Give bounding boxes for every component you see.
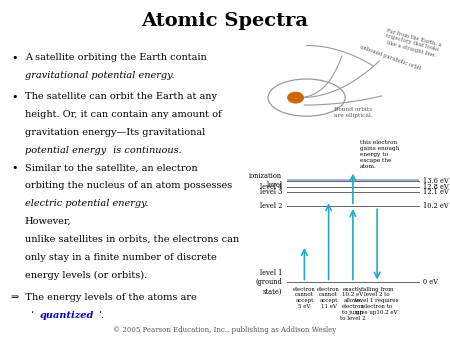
Text: ionization
level: ionization level [249, 172, 282, 190]
Text: gravitational potential energy.: gravitational potential energy. [25, 71, 174, 80]
Text: quantized: quantized [40, 311, 94, 320]
Text: electric potential energy.: electric potential energy. [25, 199, 148, 208]
Text: level 3: level 3 [260, 188, 282, 196]
Text: 12.8 eV: 12.8 eV [423, 183, 449, 191]
Text: exactly
10.2 eV
allows
electron
to jump
to level 2: exactly 10.2 eV allows electron to jump … [340, 287, 366, 320]
Text: only stay in a finite number of discrete: only stay in a finite number of discrete [25, 253, 216, 262]
Text: •: • [11, 53, 18, 64]
Text: A satellite orbiting the Earth contain: A satellite orbiting the Earth contain [25, 53, 207, 63]
Text: is continuous.: is continuous. [110, 146, 182, 154]
Text: The satellite can orbit the Earth at any: The satellite can orbit the Earth at any [25, 92, 217, 101]
Circle shape [288, 92, 303, 103]
Text: © 2005 Pearson Education, Inc., publishing as Addison Wesley: © 2005 Pearson Education, Inc., publishi… [113, 326, 337, 334]
Text: electron
cannot
accept
11 eV: electron cannot accept 11 eV [317, 287, 340, 309]
Text: Similar to the satellite, an electron: Similar to the satellite, an electron [25, 164, 198, 172]
Text: Atomic Spectra: Atomic Spectra [141, 12, 309, 30]
Text: However,: However, [25, 217, 72, 226]
Text: unbound parabolic orbit: unbound parabolic orbit [359, 44, 422, 71]
Text: 0 eV: 0 eV [423, 279, 438, 287]
Text: level 1
(ground
state): level 1 (ground state) [256, 269, 282, 296]
Text: ’.: ’. [98, 311, 104, 320]
Text: height. Or, it can contain any amount of: height. Or, it can contain any amount of [25, 110, 221, 119]
Text: unlike satellites in orbits, the electrons can: unlike satellites in orbits, the electro… [25, 235, 239, 244]
FancyBboxPatch shape [287, 179, 419, 183]
Text: level 2: level 2 [260, 202, 282, 210]
Text: falling from
level 2 to
level 1 requires
electron to
give up10.2 eV: falling from level 2 to level 1 requires… [356, 287, 399, 315]
Text: energy levels (or orbits).: energy levels (or orbits). [25, 270, 147, 280]
Text: •: • [11, 164, 18, 173]
Text: orbiting the nucleus of an atom possesses: orbiting the nucleus of an atom possesse… [25, 181, 232, 190]
Text: gravitation energy—Its gravitational: gravitation energy—Its gravitational [25, 128, 205, 137]
Text: level 4: level 4 [260, 183, 282, 191]
Text: ‘: ‘ [32, 311, 35, 320]
Text: 10.2 eV: 10.2 eV [423, 202, 449, 210]
Text: 13.6 eV: 13.6 eV [423, 177, 449, 185]
Text: this electron
gains enough
energy to
escape the
atom.: this electron gains enough energy to esc… [360, 141, 399, 169]
Text: Bound orbits
are elliptical.: Bound orbits are elliptical. [333, 107, 372, 118]
Text: 12.1 eV: 12.1 eV [423, 188, 449, 196]
Text: electron
cannot
accept
5 eV: electron cannot accept 5 eV [293, 287, 316, 309]
Text: •: • [11, 92, 18, 102]
Text: Far from the Earth, a
trajectory that looks
like a straight line.: Far from the Earth, a trajectory that lo… [383, 28, 442, 58]
Text: ⇒  The energy levels of the atoms are: ⇒ The energy levels of the atoms are [11, 293, 197, 302]
Text: potential energy: potential energy [25, 146, 106, 154]
